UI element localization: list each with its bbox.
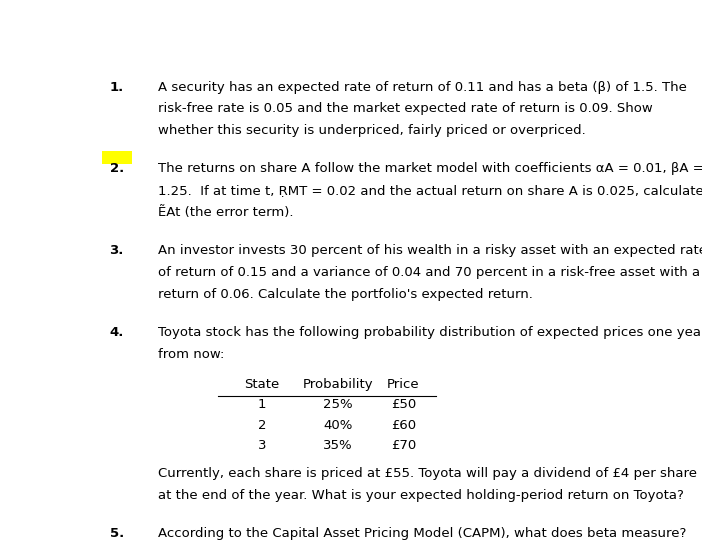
Text: whether this security is underpriced, fairly priced or overpriced.: whether this security is underpriced, fa… xyxy=(159,124,586,138)
Text: 1.: 1. xyxy=(110,81,124,94)
Text: Currently, each share is priced at £55. Toyota will pay a dividend of £4 per sha: Currently, each share is priced at £55. … xyxy=(159,466,698,480)
Text: of return of 0.15 and a variance of 0.04 and 70 percent in a risk-free asset wit: of return of 0.15 and a variance of 0.04… xyxy=(159,266,701,279)
Text: State: State xyxy=(244,378,279,391)
Text: 1.25.  If at time t, ṚMT = 0.02 and the actual return on share A is 0.025, calcu: 1.25. If at time t, ṚMT = 0.02 and the a… xyxy=(159,184,702,197)
Text: £60: £60 xyxy=(391,419,416,432)
Text: Probability: Probability xyxy=(303,378,373,391)
Text: £70: £70 xyxy=(391,439,416,452)
Text: 5.: 5. xyxy=(110,527,124,540)
Text: Price: Price xyxy=(387,378,420,391)
Text: An investor invests 30 percent of his wealth in a risky asset with an expected r: An investor invests 30 percent of his we… xyxy=(159,244,702,257)
Text: from now:: from now: xyxy=(159,348,225,361)
Text: at the end of the year. What is your expected holding-period return on Toyota?: at the end of the year. What is your exp… xyxy=(159,488,684,501)
Text: According to the Capital Asset Pricing Model (CAPM), what does beta measure?: According to the Capital Asset Pricing M… xyxy=(159,527,687,540)
Text: 35%: 35% xyxy=(323,439,353,452)
Text: Toyota stock has the following probability distribution of expected prices one y: Toyota stock has the following probabili… xyxy=(159,326,702,339)
Text: 2.: 2. xyxy=(110,162,124,175)
Text: risk-free rate is 0.05 and the market expected rate of return is 0.09. Show: risk-free rate is 0.05 and the market ex… xyxy=(159,102,654,116)
Text: return of 0.06. Calculate the portfolio's expected return.: return of 0.06. Calculate the portfolio'… xyxy=(159,288,534,301)
FancyBboxPatch shape xyxy=(102,151,133,164)
Text: 25%: 25% xyxy=(323,398,353,412)
Text: 40%: 40% xyxy=(324,419,352,432)
Text: 3: 3 xyxy=(258,439,266,452)
Text: 3.: 3. xyxy=(110,244,124,257)
Text: 4.: 4. xyxy=(110,326,124,339)
Text: The returns on share A follow the market model with coefficients αA = 0.01, βA =: The returns on share A follow the market… xyxy=(159,162,702,175)
Text: 2: 2 xyxy=(258,419,266,432)
Text: ẼAt (the error term).: ẼAt (the error term). xyxy=(159,206,294,219)
Text: £50: £50 xyxy=(391,398,416,412)
Text: 1: 1 xyxy=(258,398,266,412)
Text: A security has an expected rate of return of 0.11 and has a beta (β) of 1.5. The: A security has an expected rate of retur… xyxy=(159,81,687,94)
